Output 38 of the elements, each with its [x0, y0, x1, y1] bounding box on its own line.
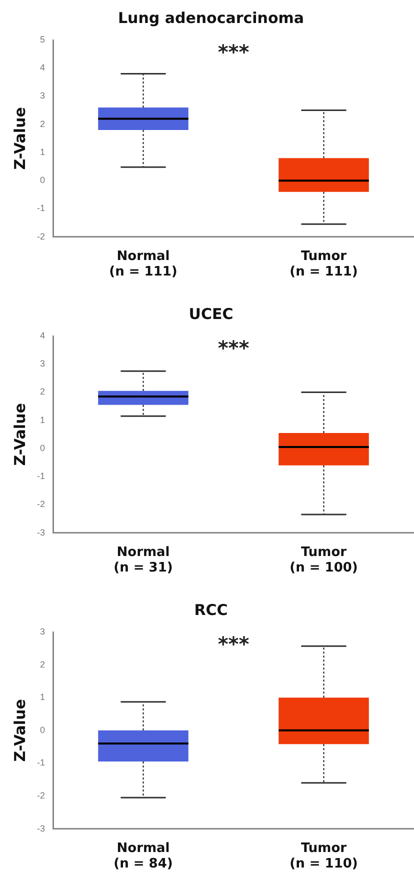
- y-tick-label: 4: [40, 62, 45, 73]
- y-tick-label: -2: [36, 231, 45, 242]
- y-tick-label: -1: [36, 758, 45, 768]
- y-tick-label: 1: [40, 692, 45, 702]
- y-tick-label: -2: [36, 790, 45, 800]
- x-tick-label: Tumor (n = 100): [290, 544, 358, 576]
- y-tick-label: 1: [40, 146, 45, 157]
- annotation: ***: [218, 632, 250, 656]
- x-tick-label: Normal (n = 31): [114, 544, 173, 576]
- y-tick-label: -1: [36, 471, 45, 482]
- y-tick-label: 2: [40, 118, 45, 129]
- y-tick-label: -1: [36, 203, 45, 214]
- y-tick-label: 0: [40, 442, 45, 453]
- annotation: ***: [218, 40, 250, 64]
- y-axis-title: Z-Value: [10, 699, 29, 762]
- y-tick-label: -3: [36, 527, 45, 538]
- x-tick-label: Normal (n = 111): [109, 248, 178, 280]
- y-tick-label: 3: [40, 90, 45, 101]
- y-axis-title: Z-Value: [10, 403, 29, 466]
- annotation: ***: [218, 336, 250, 360]
- y-tick-label: -3: [36, 823, 45, 834]
- y-tick-label: 1: [40, 414, 45, 425]
- y-tick-label: 2: [40, 386, 45, 397]
- x-tick-label: Tumor (n = 111): [290, 248, 358, 280]
- y-tick-label: 4: [40, 330, 45, 340]
- y-tick-label: 3: [40, 358, 45, 369]
- chart-title: RCC: [194, 600, 228, 619]
- y-tick-label: -2: [36, 499, 45, 510]
- x-tick-label: Tumor (n = 110): [290, 840, 358, 872]
- x-tick-label: Normal (n = 84): [114, 840, 173, 872]
- y-tick-label: 2: [40, 659, 45, 670]
- y-tick-label: 5: [40, 34, 45, 44]
- y-axis-title: Z-Value: [10, 107, 29, 170]
- y-tick-label: 0: [40, 175, 45, 186]
- y-tick-label: 0: [40, 724, 45, 735]
- chart-title: UCEC: [188, 304, 234, 323]
- y-tick-label: 3: [40, 626, 45, 636]
- chart-title: Lung adenocarcinoma: [118, 8, 304, 27]
